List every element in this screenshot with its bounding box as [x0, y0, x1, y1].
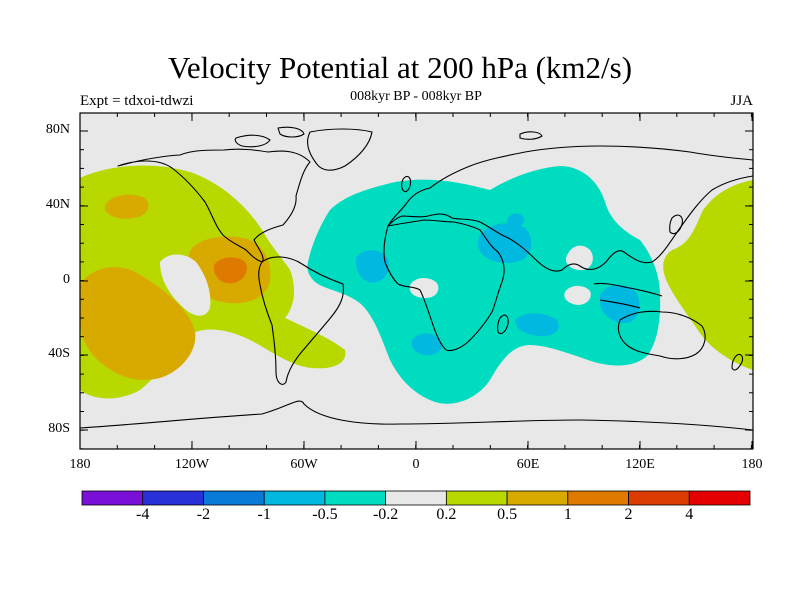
colorbar-label: 0.2: [436, 506, 457, 523]
positive-region-west-pacific: [663, 180, 753, 370]
neutral-hole-gulf-of-guinea: [409, 277, 439, 298]
colorbar-swatch: [142, 490, 204, 506]
velocity-potential-field: [80, 165, 753, 404]
south-america-coast: [258, 256, 344, 385]
axis-ticks: [79, 113, 753, 450]
japan-coast: [669, 214, 683, 235]
europe-asia-coast: [387, 145, 754, 272]
plot-title: Velocity Potential at 200 hPa (km2/s): [167, 50, 633, 85]
colorbar-label: 2: [624, 506, 633, 523]
negative-blob-southern-indian-ocean: [515, 313, 559, 336]
colorbar-label: -0.5: [312, 506, 338, 523]
colorbar-label: 4: [685, 506, 694, 523]
new-zealand-coast: [731, 353, 744, 371]
negative-blob-arabia: [507, 213, 525, 228]
season-label: JJA: [730, 93, 753, 109]
colorbar-swatch: [506, 490, 569, 506]
colorbar-swatch: [203, 490, 265, 506]
lat-tick-80n: 80N: [45, 122, 70, 137]
positive-max-core: [213, 257, 247, 284]
lon-tick-60e: 60E: [516, 457, 540, 472]
greenland-coast: [307, 128, 373, 171]
colorbar-label: 0.5: [497, 506, 518, 523]
colorbar-swatch: [81, 490, 144, 506]
positive-region-central-pacific: [80, 267, 196, 380]
indonesia-coast: [593, 282, 663, 309]
colorbar: [81, 490, 751, 506]
negative-blob-south-africa: [411, 333, 442, 356]
positive-region-north-pacific: [105, 194, 149, 219]
australia-coast: [617, 310, 706, 360]
colorbar-label: 1: [563, 506, 572, 523]
colorbar-label: -0.2: [372, 506, 399, 523]
colorbar-label: -1: [257, 506, 271, 523]
colorbar-swatch: [567, 490, 629, 506]
neutral-hole-indian-ocean: [564, 285, 591, 305]
lon-tick-60w: 60W: [290, 457, 318, 472]
colorbar-swatch: [263, 490, 326, 506]
lon-tick-120w: 120W: [174, 457, 210, 472]
lon-tick-180-east: 180: [741, 457, 763, 472]
colorbar-swatch: [385, 490, 447, 506]
uk-coast: [401, 175, 412, 193]
north-america-coast: [117, 148, 311, 263]
lat-tick-80s: 80S: [48, 421, 70, 436]
colorbar-swatch: [324, 490, 387, 506]
canadian-arctic-islands: [234, 126, 305, 148]
negative-region-africa-indian-ocean: [307, 166, 661, 404]
plot-subtitle: 008kyr BP - 008kyr BP: [350, 89, 482, 104]
experiment-label: Expt = tdxoi-tdwzi: [80, 93, 194, 109]
colorbar-label: -2: [196, 506, 211, 523]
madagascar-coast: [497, 314, 509, 335]
negative-blob-west-africa: [355, 250, 389, 283]
neutral-hole-pacific: [160, 254, 211, 316]
colorbar-swatch: [445, 490, 508, 506]
lat-tick-0: 0: [63, 272, 70, 287]
lat-tick-40s: 40S: [48, 346, 70, 361]
colorbar-swatch: [688, 490, 751, 506]
antarctica-coast: [79, 400, 754, 431]
lat-tick-40n: 40N: [45, 197, 70, 212]
coastlines: [79, 126, 754, 431]
siberian-islands: [519, 131, 543, 140]
lon-tick-120e: 120E: [625, 457, 655, 472]
lon-tick-0: 0: [412, 457, 420, 472]
colorbar-label: -4: [136, 506, 150, 523]
lon-tick-180-west: 180: [69, 457, 91, 472]
negative-blob-east-africa: [477, 223, 532, 263]
colorbar-swatch: [628, 490, 690, 506]
africa-coast: [383, 219, 505, 352]
